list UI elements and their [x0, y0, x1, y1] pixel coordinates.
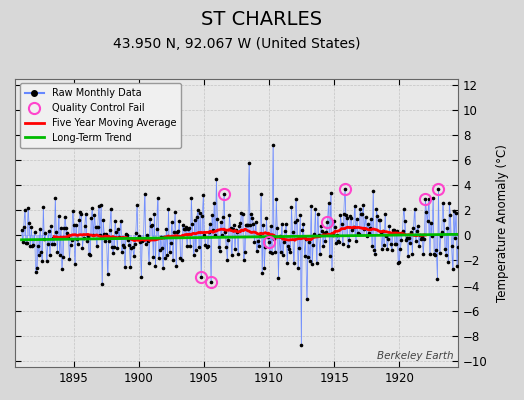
- Y-axis label: Temperature Anomaly (°C): Temperature Anomaly (°C): [496, 144, 509, 302]
- Title: 43.950 N, 92.067 W (United States): 43.950 N, 92.067 W (United States): [113, 37, 361, 51]
- Text: ST CHARLES: ST CHARLES: [201, 10, 323, 29]
- Text: Berkeley Earth: Berkeley Earth: [377, 351, 454, 361]
- Legend: Raw Monthly Data, Quality Control Fail, Five Year Moving Average, Long-Term Tren: Raw Monthly Data, Quality Control Fail, …: [20, 84, 181, 148]
